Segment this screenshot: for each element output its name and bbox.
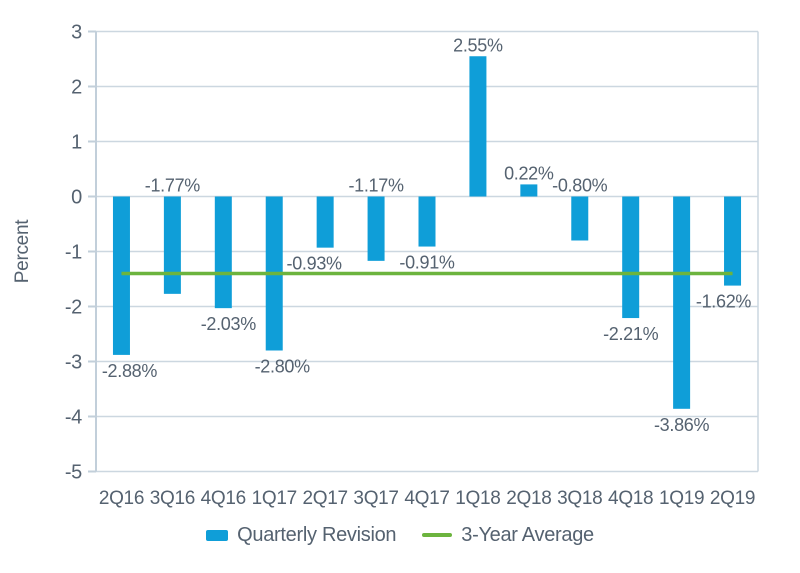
x-tick-label-3Q16: 3Q16 — [150, 488, 195, 509]
data-label-4Q16: -2.03% — [201, 314, 257, 334]
data-label-2Q17: -0.93% — [287, 254, 343, 274]
bar-3Q17 — [367, 196, 385, 261]
bar-2Q19 — [724, 196, 742, 286]
x-tick-label-4Q18: 4Q18 — [608, 488, 653, 509]
bar-3Q16 — [163, 196, 181, 294]
bar-1Q18 — [469, 56, 487, 197]
bar-2Q18 — [520, 184, 538, 197]
y-tick-label-1: 1 — [71, 132, 82, 154]
bar-1Q19 — [673, 196, 691, 409]
bar-4Q16 — [214, 196, 232, 309]
x-tick-label-1Q18: 1Q18 — [455, 488, 500, 509]
y-axis-title: Percent — [12, 219, 33, 283]
x-tick-label-4Q16: 4Q16 — [201, 488, 246, 509]
data-label-1Q18: 2.55% — [453, 35, 503, 55]
x-tick-label-2Q16: 2Q16 — [99, 488, 144, 509]
data-label-1Q19: -3.86% — [654, 415, 710, 435]
bar-4Q17 — [418, 196, 436, 247]
y-tick-label--3: -3 — [65, 352, 82, 374]
x-tick-label-2Q18: 2Q18 — [506, 488, 551, 509]
y-tick-label--2: -2 — [65, 297, 82, 319]
line-series-swatch-icon — [422, 533, 453, 537]
legend-label: Quarterly Revision — [237, 523, 397, 546]
data-label-2Q19: -1.62% — [696, 292, 752, 312]
y-tick-label--5: -5 — [65, 462, 82, 484]
legend-item-quarterly-revision: Quarterly Revision — [206, 523, 397, 547]
x-tick-label-1Q19: 1Q19 — [659, 488, 704, 509]
bar-2Q16 — [112, 196, 130, 355]
bar-2Q17 — [316, 196, 334, 248]
x-tick-label-1Q17: 1Q17 — [252, 488, 297, 509]
y-tick-label--1: -1 — [65, 242, 82, 264]
y-tick-label-0: 0 — [71, 187, 82, 209]
data-label-3Q18: -0.80% — [552, 176, 608, 196]
data-label-2Q18: 0.22% — [504, 163, 554, 183]
legend-label: 3-Year Average — [461, 523, 594, 546]
x-tick-label-2Q17: 2Q17 — [303, 488, 348, 509]
data-label-3Q17: -1.17% — [348, 176, 404, 196]
data-label-1Q17: -2.80% — [255, 357, 311, 377]
y-tick-label-2: 2 — [71, 77, 82, 99]
x-tick-label-2Q19: 2Q19 — [710, 488, 755, 509]
y-tick-label-3: 3 — [71, 22, 82, 44]
data-label-2Q16: -2.88% — [102, 361, 158, 381]
data-label-3Q16: -1.77% — [145, 176, 201, 196]
y-tick-label--4: -4 — [65, 407, 82, 429]
x-tick-label-3Q18: 3Q18 — [557, 488, 602, 509]
chart-legend: Quarterly Revision 3-Year Average — [0, 520, 800, 550]
bar-4Q18 — [622, 196, 640, 319]
data-label-4Q18: -2.21% — [603, 324, 659, 344]
data-label-4Q17: -0.91% — [399, 253, 455, 273]
legend-item-3-year-average: 3-Year Average — [422, 524, 594, 547]
bar-series-swatch-icon — [206, 529, 229, 541]
x-tick-label-4Q17: 4Q17 — [404, 488, 449, 509]
x-tick-label-3Q17: 3Q17 — [353, 488, 398, 509]
bar-3Q18 — [571, 196, 589, 241]
